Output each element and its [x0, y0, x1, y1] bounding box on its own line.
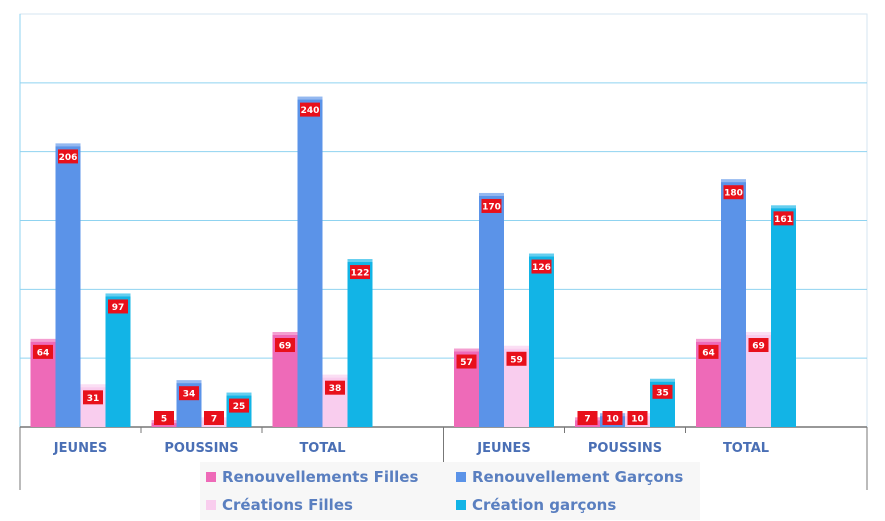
bar-highlight [650, 378, 675, 382]
data-label-box [456, 354, 477, 369]
data-label-box [698, 344, 719, 359]
category-label: JEUNES [53, 441, 107, 456]
data-label: 180 [724, 189, 743, 199]
data-label: 7 [584, 415, 590, 425]
bar-highlight [771, 205, 796, 209]
data-label: 161 [774, 215, 793, 225]
data-label: 34 [183, 390, 196, 400]
category-label: POUSSINS [588, 441, 662, 456]
data-label: 10 [631, 415, 644, 425]
data-label: 240 [301, 106, 320, 116]
data-label-box [481, 198, 502, 213]
legend-item: Créations Filles [206, 496, 353, 514]
data-label-box [275, 338, 295, 353]
data-label-box [229, 398, 249, 413]
data-label-box [154, 411, 174, 425]
legend-label: Créations Filles [222, 496, 353, 514]
bar-highlight [479, 192, 504, 196]
bar-highlight [696, 338, 721, 342]
data-labels: 64 206 31 97 5 34 7 25 69 240 38 122 57 170 59 126 7 10 10… [33, 102, 794, 425]
bar-highlight [297, 96, 323, 100]
bar [529, 253, 554, 427]
bar-highlight [105, 293, 131, 297]
category-label: TOTAL [299, 441, 345, 456]
data-label: 97 [112, 303, 125, 313]
legend-item: Renouvellements Filles [206, 468, 418, 486]
data-label-box [300, 102, 320, 117]
category-label: JEUNES [476, 441, 530, 456]
data-label-box [350, 265, 370, 280]
data-label-box [33, 344, 53, 359]
data-label-box [652, 384, 673, 399]
bar-highlight [30, 338, 56, 342]
data-label: 69 [279, 342, 292, 352]
legend-item: Création garçons [456, 496, 616, 514]
bar [721, 179, 746, 427]
data-label: 57 [460, 358, 473, 368]
bar-highlight [55, 143, 81, 147]
bar-highlight [176, 380, 202, 384]
data-label-box [577, 411, 598, 425]
data-label: 59 [510, 355, 523, 365]
bar-highlight [272, 332, 298, 336]
legend-swatch [206, 500, 216, 510]
legend-item: Renouvellement Garçons [456, 468, 683, 486]
data-label: 64 [37, 348, 50, 358]
data-label: 69 [752, 342, 765, 352]
data-label-box [83, 390, 103, 405]
data-label-box [179, 386, 199, 401]
data-label-box [627, 411, 648, 425]
bar [479, 192, 504, 427]
data-label-box [723, 185, 744, 200]
bar-highlight [226, 392, 252, 396]
data-label: 206 [59, 153, 78, 163]
data-label: 170 [482, 202, 501, 212]
bar [55, 143, 81, 427]
data-label: 5 [161, 415, 167, 425]
data-label: 64 [702, 348, 715, 358]
bar-highlight [746, 332, 771, 336]
bar-highlight [347, 259, 373, 263]
data-label: 38 [329, 384, 342, 394]
legend-label: Renouvellements Filles [222, 468, 419, 486]
bar [105, 293, 131, 427]
legend: Renouvellements Filles Renouvellement Ga… [200, 462, 700, 520]
bar-highlight [454, 348, 479, 352]
data-label: 31 [87, 394, 100, 404]
data-label: 10 [606, 415, 619, 425]
category-labels: JEUNESPOUSSINSTOTAL2014JEUNESPOUSSINSTOT… [53, 441, 769, 483]
data-label-box [748, 338, 769, 353]
data-label: 7 [211, 415, 217, 425]
data-label-box [325, 380, 345, 395]
data-label-box [506, 351, 527, 366]
legend-swatch [456, 500, 466, 510]
data-label: 122 [351, 269, 370, 279]
bar-highlight [322, 374, 348, 378]
legend-swatch [206, 472, 216, 482]
data-label: 126 [532, 263, 551, 273]
legend-label: Création garçons [472, 496, 617, 514]
data-label-box [58, 149, 78, 164]
data-label-box [531, 259, 552, 274]
category-label: TOTAL [723, 441, 769, 456]
legend-swatch [456, 472, 466, 482]
data-label: 25 [233, 402, 246, 412]
data-label-box [108, 299, 128, 314]
category-label: POUSSINS [164, 441, 238, 456]
data-label-box [773, 211, 794, 226]
bar [297, 96, 323, 427]
data-label-box [602, 411, 623, 425]
legend-label: Renouvellement Garçons [472, 468, 684, 486]
bar-highlight [80, 384, 106, 388]
data-label-box [204, 411, 224, 425]
bar-highlight [721, 179, 746, 183]
data-label: 35 [656, 388, 669, 398]
bar [771, 205, 796, 427]
bar-highlight [529, 253, 554, 257]
bar [347, 259, 373, 427]
bars [30, 96, 796, 427]
bar-highlight [504, 345, 529, 349]
